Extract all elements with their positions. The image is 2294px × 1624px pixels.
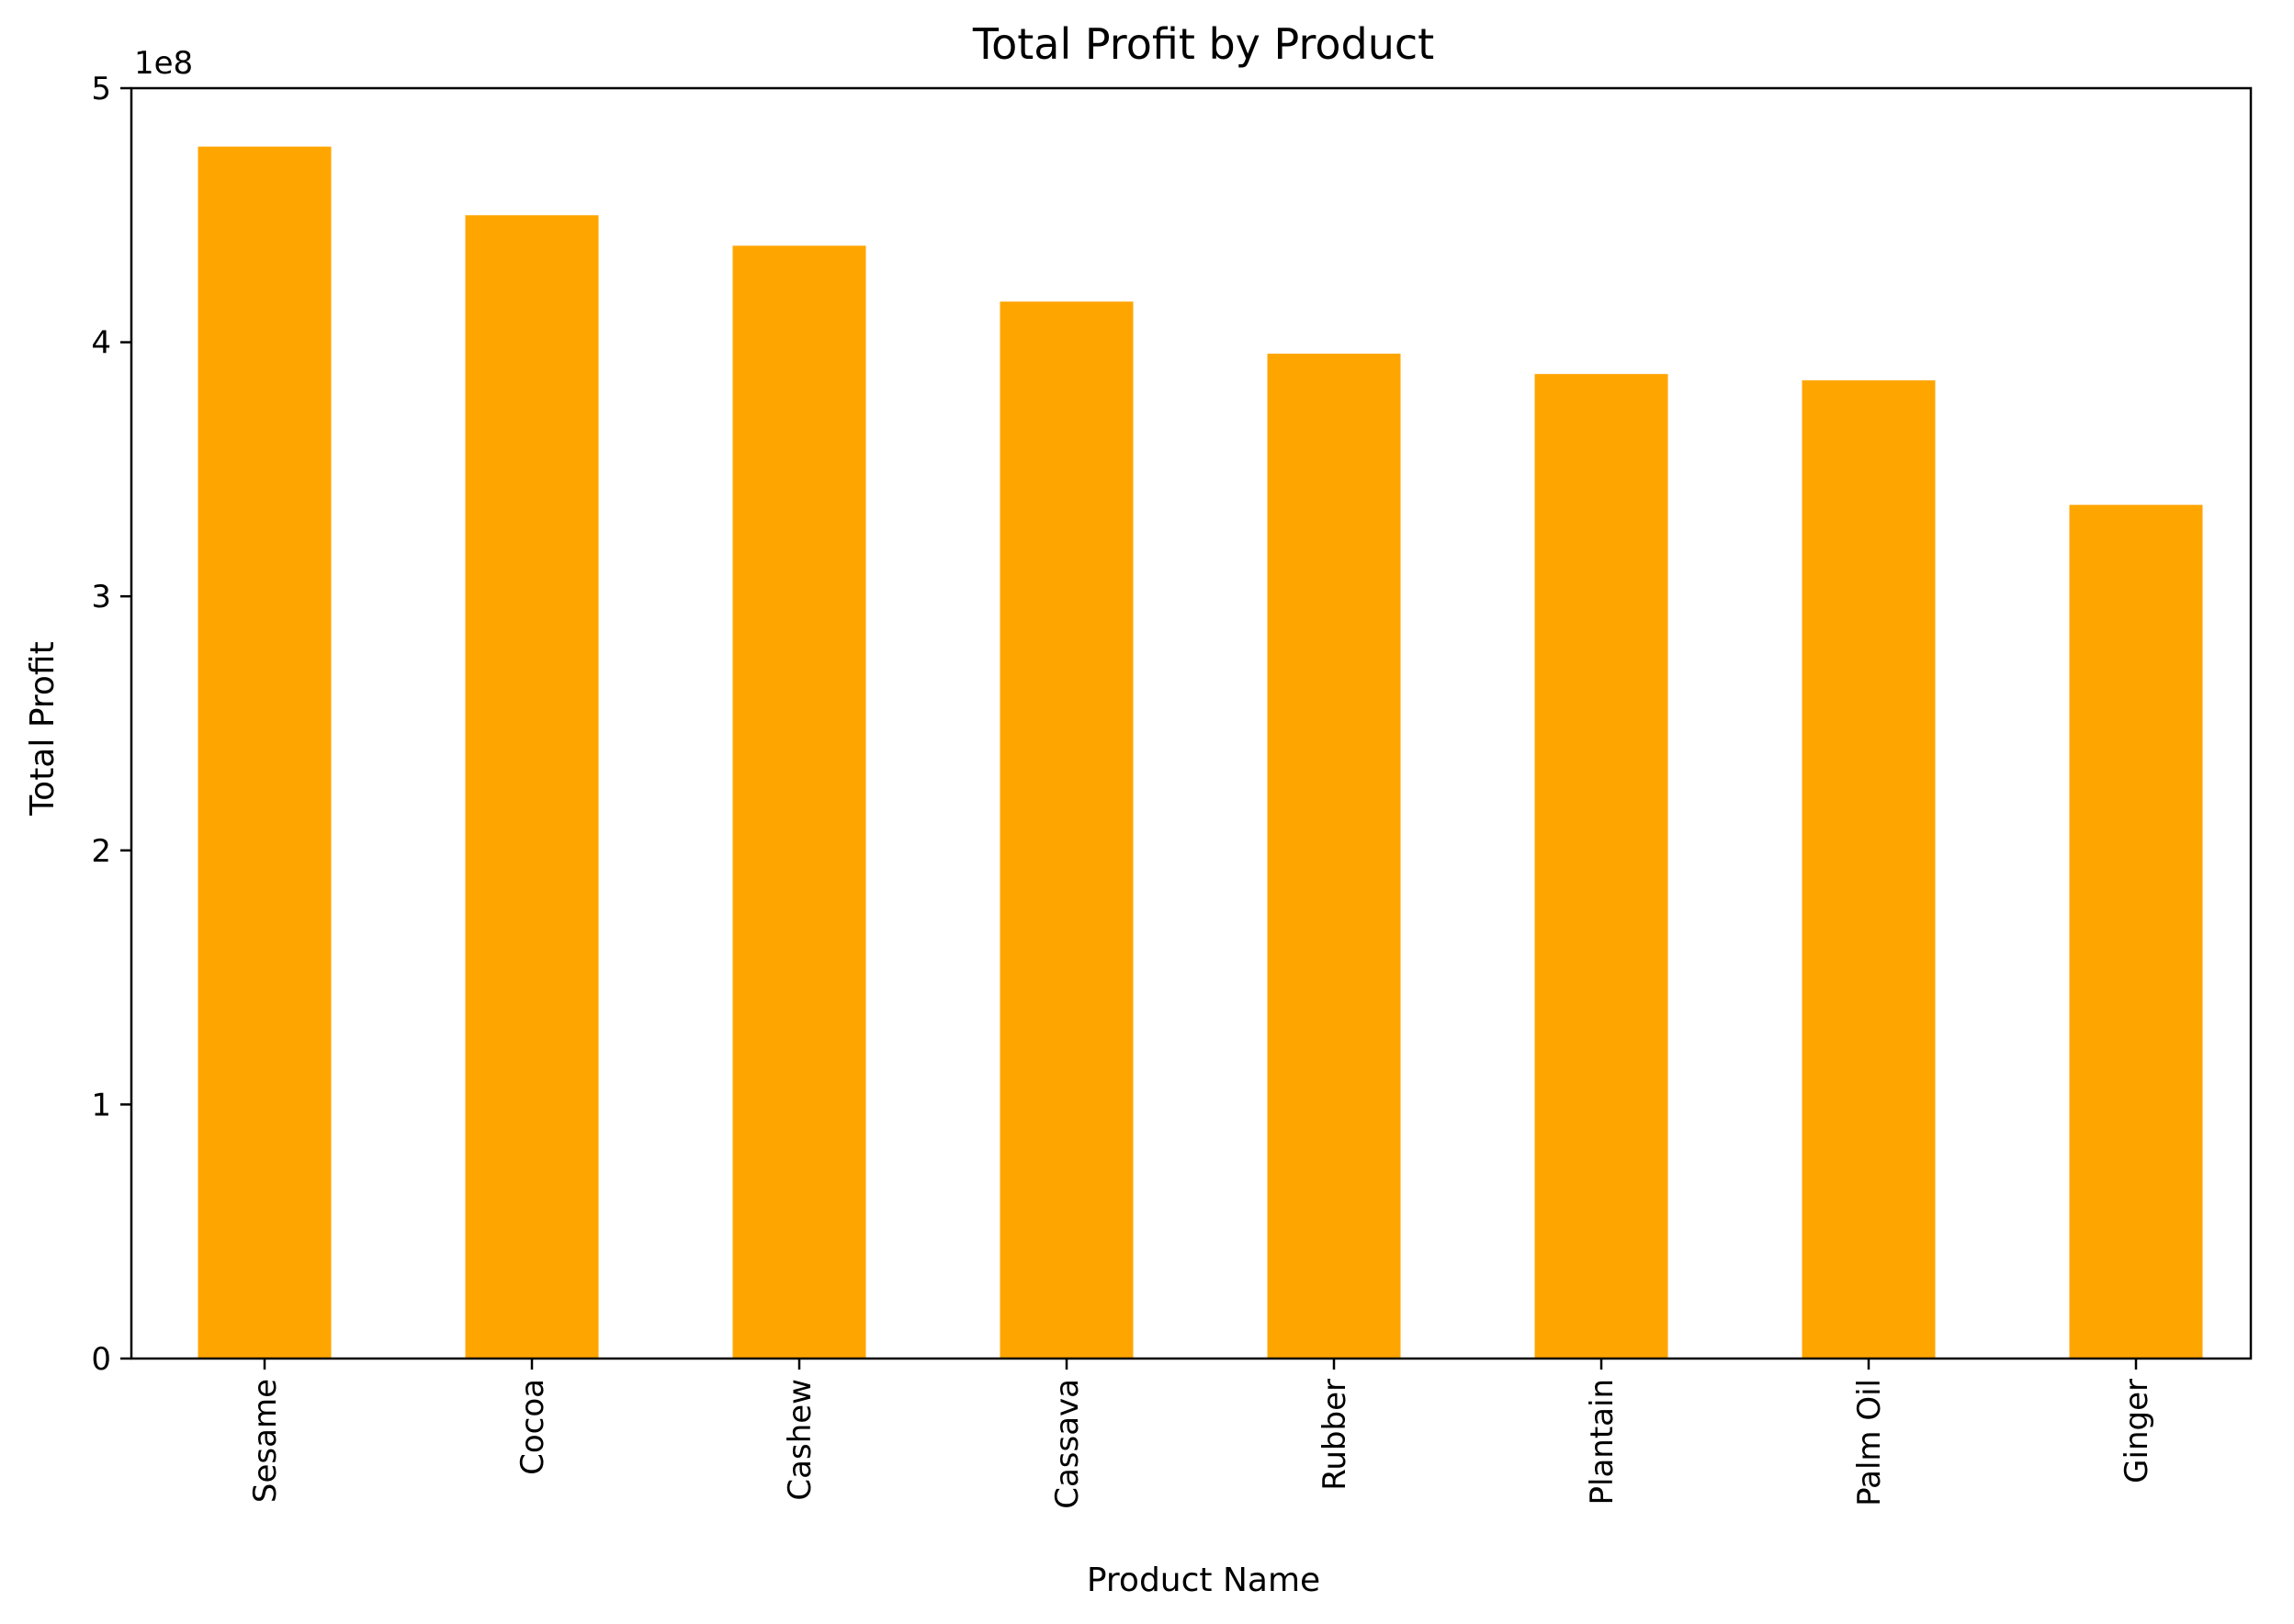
y-axis-ticks: 0 1 2 3 4 5: [91, 71, 131, 1378]
bar-palm-oil: [1802, 380, 1936, 1359]
y-tick-label: 3: [91, 579, 111, 615]
x-tick-label: Palm Oil: [1851, 1379, 1888, 1506]
x-tick-label: Cassava: [1049, 1379, 1086, 1509]
bar-plantain: [1534, 374, 1668, 1359]
bar-sesame: [198, 146, 332, 1359]
x-tick-label: Cashew: [782, 1379, 819, 1501]
x-axis-ticks: Sesame Cocoa Cashew Cassava Rubber Plantain Pa…: [247, 1359, 2155, 1509]
bar-ginger: [2069, 504, 2203, 1359]
y-tick-label: 1: [91, 1087, 111, 1123]
x-tick-label: Rubber: [1317, 1379, 1353, 1491]
x-tick-label: Plantain: [1584, 1379, 1621, 1506]
y-tick-label: 0: [91, 1341, 111, 1378]
x-tick-label: Cocoa: [514, 1379, 551, 1475]
y-tick-label: 4: [91, 325, 111, 362]
y-axis-offset-text: 1e8: [134, 45, 193, 82]
x-tick-label: Sesame: [247, 1379, 284, 1503]
x-tick-label: Ginger: [2119, 1379, 2155, 1483]
bar-cocoa: [465, 215, 599, 1359]
bar-cassava: [1000, 301, 1134, 1359]
x-axis-label: Product Name: [1087, 1562, 1320, 1599]
bar-rubber: [1267, 354, 1401, 1359]
y-axis-label: Total Profit: [24, 641, 62, 816]
bar-cashew: [732, 245, 866, 1359]
bars-group: [198, 146, 2203, 1359]
y-tick-label: 2: [91, 833, 111, 870]
plot-area-frame: [130, 86, 2253, 1360]
y-tick-label: 5: [91, 71, 111, 107]
chart-title: Total Profit by Product: [972, 19, 1434, 69]
